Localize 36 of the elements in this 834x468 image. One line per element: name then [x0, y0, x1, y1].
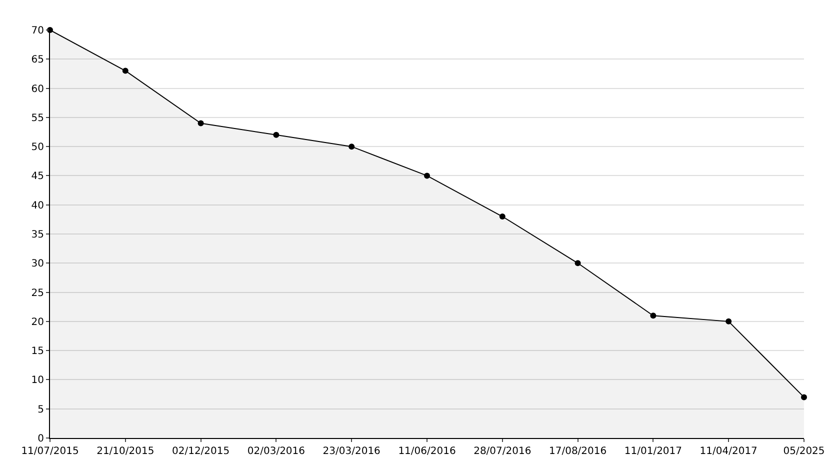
- point: [198, 120, 204, 126]
- y-tick-label: 30: [31, 258, 44, 270]
- y-tick-label: 40: [31, 200, 44, 212]
- point: [273, 132, 280, 138]
- y-tick-label: 45: [31, 171, 44, 182]
- x-tick-label: 11/06/2016: [398, 446, 456, 457]
- y-tick-label: 5: [38, 404, 44, 416]
- point: [801, 394, 807, 400]
- y-tick-label: 25: [31, 288, 44, 299]
- x-tick-label: 17/08/2016: [548, 446, 607, 457]
- point: [574, 260, 581, 266]
- y-tick-label: 35: [31, 230, 44, 240]
- x-tick-label: 02/12/2015: [172, 446, 230, 457]
- y-tick-label: 55: [31, 112, 44, 124]
- x-tick-label: 21/10/2015: [96, 446, 154, 457]
- y-tick-label: 60: [31, 84, 44, 95]
- y-tick-label: 70: [31, 26, 44, 36]
- x-tick-label: 02/03/2016: [247, 446, 306, 457]
- y-tick-label: 65: [31, 54, 44, 66]
- point: [122, 68, 128, 74]
- x-tick-label: 11/04/2017: [700, 446, 758, 457]
- x-tick-label: 28/07/2016: [474, 446, 532, 457]
- y-tick-label: 15: [31, 346, 44, 358]
- y-tick-label: 10: [31, 375, 44, 386]
- point: [424, 172, 430, 179]
- x-tick-label: 23/03/2016: [322, 446, 380, 457]
- y-tick-label: 20: [31, 316, 44, 328]
- x-tick-label: 11/01/2017: [624, 446, 682, 457]
- y-tick-label: 50: [31, 142, 44, 154]
- y-tick-label: 0: [38, 434, 44, 444]
- point: [348, 144, 355, 150]
- x-tick-label: 05/2025: [783, 446, 825, 457]
- point: [726, 318, 732, 324]
- point: [499, 214, 506, 220]
- x-tick-label: 11/07/2015: [21, 446, 79, 457]
- point: [650, 312, 656, 319]
